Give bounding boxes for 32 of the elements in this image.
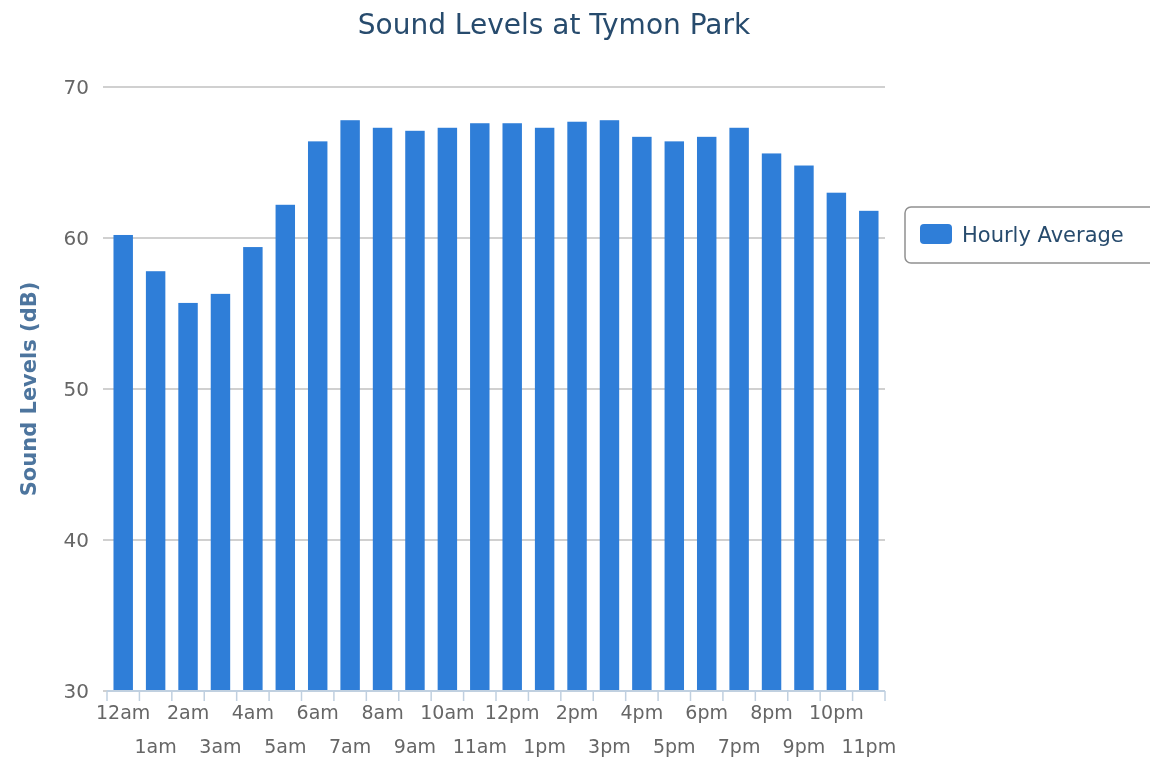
x-tick-label: 10am [420, 701, 475, 723]
x-tick-label: 11pm [841, 735, 897, 757]
x-tick-label: 12am [96, 701, 151, 723]
y-tick-label: 30 [63, 679, 89, 703]
x-tick-label: 12pm [484, 701, 540, 723]
x-tick-label: 2pm [555, 701, 599, 723]
x-tick-label: 10pm [809, 701, 864, 723]
x-tick-label: 4pm [620, 701, 664, 723]
y-tick-label: 70 [63, 75, 89, 99]
x-tick-label: 5am [264, 735, 307, 757]
x-tick-label: 9am [393, 735, 437, 757]
x-tick-label: 6am [296, 701, 339, 723]
chart-title: Sound Levels at Tymon Park [357, 8, 751, 41]
y-tick-label: 60 [63, 226, 89, 250]
x-tick-label: 1pm [523, 735, 566, 757]
y-axis-title: Sound Levels (dB) [17, 281, 41, 497]
x-tick-label: 6pm [685, 701, 729, 723]
x-tick-label: 7am [329, 735, 372, 757]
y-tick-label: 50 [63, 377, 89, 401]
x-tick-label: 11am [452, 735, 507, 757]
y-tick-label: 40 [63, 528, 89, 552]
x-tick-label: 3pm [588, 735, 631, 757]
x-tick-label: 4am [231, 701, 274, 723]
x-tick-label: 2am [166, 701, 210, 723]
x-tick-label: 8pm [750, 701, 793, 723]
x-tick-label: 8am [361, 701, 404, 723]
x-tick-label: 3am [199, 735, 242, 757]
x-tick-label: 9pm [782, 735, 826, 757]
x-tick-label: 5pm [652, 735, 696, 757]
legend-label: Hourly Average [962, 223, 1124, 247]
x-tick-label: 1am [134, 735, 177, 757]
x-tick-label: 7pm [717, 735, 761, 757]
